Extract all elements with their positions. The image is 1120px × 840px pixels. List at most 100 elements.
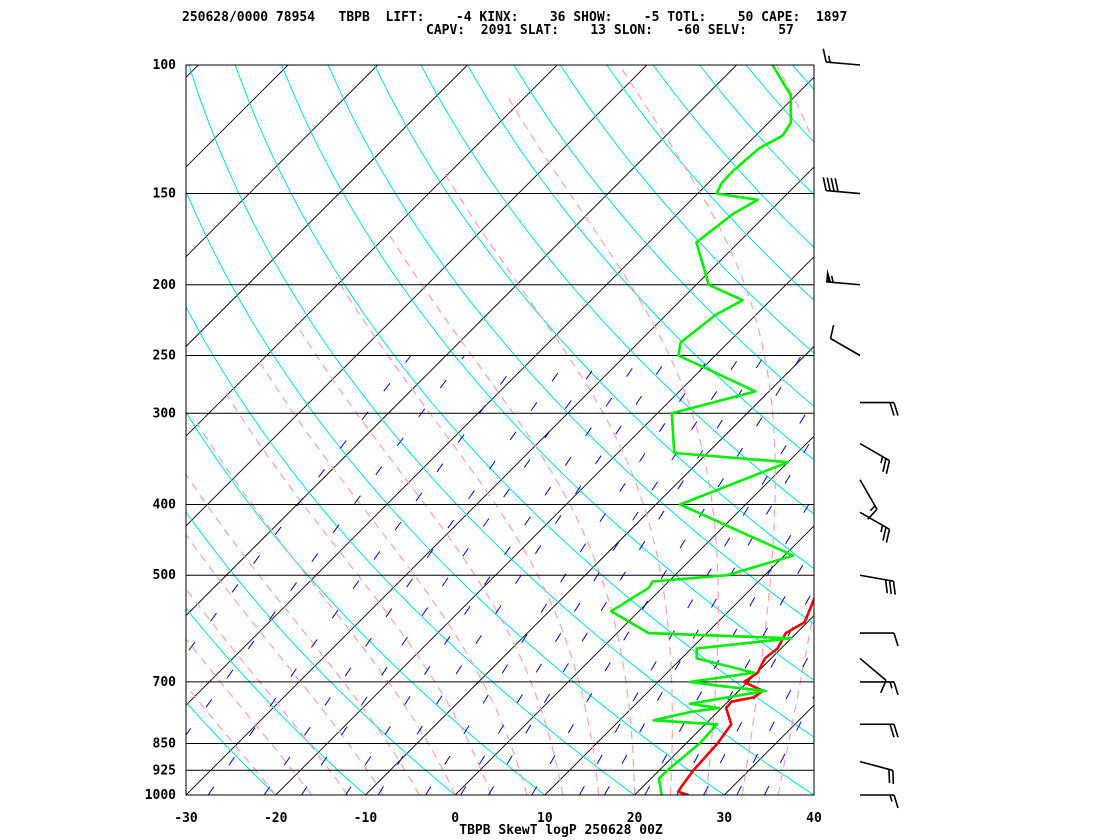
wind-barb-feather — [893, 724, 899, 738]
header-line-2: CAPV: 2091 SLAT: 13 SLON: -60 SELV: 57 — [426, 23, 794, 38]
dry-adiabat-line — [186, 305, 635, 795]
moist-adiabat-line — [186, 473, 420, 795]
isotherm-line — [186, 65, 737, 617]
pressure-tick-label: 400 — [153, 498, 177, 513]
temperature-tick-label: -20 — [264, 811, 288, 826]
wind-barb-staff — [830, 337, 861, 357]
temperature-tick-labels: -30 -20 -10 0 10 20 30 40 — [174, 811, 822, 826]
wind-barb-feather — [885, 529, 891, 543]
moist-adiabat-line — [443, 171, 673, 795]
dry-adiabat-line — [234, 65, 814, 738]
mixing-ratio-line — [425, 355, 711, 795]
sounding-profiles — [609, 65, 814, 795]
wind-barb-feather — [882, 458, 887, 472]
wind-barb-feather — [893, 794, 899, 809]
wind-barb-feather — [893, 681, 899, 696]
moist-adiabat-line — [224, 391, 492, 795]
wind-barbs — [822, 48, 899, 809]
wind-barb — [859, 574, 896, 595]
isotherm-line — [454, 435, 814, 795]
wind-barb-staff — [859, 574, 894, 582]
temperature-tick-label: 10 — [537, 811, 553, 826]
wind-barb-feather — [893, 632, 899, 647]
wind-barb — [859, 442, 891, 474]
wind-barb — [829, 325, 861, 357]
wind-barb-feather — [822, 48, 827, 63]
moist-adiabat-line — [186, 684, 277, 795]
dry-adiabat-line — [186, 190, 725, 795]
wind-barb-staff — [859, 442, 890, 462]
pressure-tick-label: 1000 — [145, 788, 176, 803]
dry-adiabat-line — [745, 65, 814, 143]
dry-adiabat-line — [186, 411, 546, 795]
wind-barb-half-feather — [827, 55, 831, 63]
temperature-tick-label: 30 — [716, 811, 732, 826]
pressure-tick-label: 200 — [153, 278, 177, 293]
pressure-tick-label: 100 — [153, 58, 177, 73]
moist-adiabat-line — [196, 423, 456, 795]
pressure-tick-label: 500 — [153, 568, 177, 583]
temperature-tick-label: 20 — [627, 811, 643, 826]
wind-barb-half-feather — [889, 681, 893, 689]
isotherm-line — [186, 65, 648, 527]
moist-adiabat-line — [387, 232, 636, 795]
isotherm-line — [0, 65, 109, 795]
dry-adiabat-line — [186, 607, 366, 795]
wind-barb — [859, 760, 895, 785]
mixing-ratio-line — [263, 355, 571, 795]
wind-barb-feather — [882, 527, 887, 541]
dry-adiabat-line — [420, 65, 814, 515]
temperature-tick-label: -30 — [174, 811, 198, 826]
moist-adiabat-line — [186, 533, 384, 795]
dry-adiabat-line — [606, 65, 814, 301]
header-line-1: 250628/0000 78954 TBPB LIFT: -4 KINX: 36… — [182, 10, 847, 25]
wind-barb — [860, 794, 899, 809]
pressure-tick-label: 925 — [153, 763, 176, 778]
dry-adiabat-line — [281, 65, 814, 681]
isotherm-line — [365, 345, 814, 795]
moist-adiabat-line — [506, 94, 719, 795]
plot-frame — [185, 64, 815, 796]
wind-barb — [822, 177, 861, 195]
isotherm-line — [544, 525, 814, 795]
wind-barb-staff — [826, 280, 861, 286]
moist-adiabat-line — [775, 65, 814, 795]
wind-barb-staff — [859, 657, 887, 681]
pressure-tick-label: 300 — [153, 406, 177, 421]
wind-barb-feather — [889, 402, 895, 416]
wind-barb-half-feather — [830, 275, 834, 283]
pressure-tick-label: 850 — [153, 736, 177, 751]
wind-barb-feather — [889, 724, 895, 738]
isotherm-line — [186, 166, 814, 795]
wind-barb-feather — [822, 177, 827, 191]
isotherm-line — [0, 65, 19, 795]
wind-barb-staff — [859, 479, 878, 510]
mixing-ratio-line — [578, 399, 814, 795]
dry-adiabat-line — [186, 511, 456, 795]
dry-adiabat-line — [932, 65, 1120, 795]
dry-adiabat-line — [513, 65, 814, 407]
dry-adiabat-line — [186, 701, 277, 795]
isotherm-line — [186, 65, 289, 168]
wind-barb — [860, 681, 899, 696]
pressure-tick-label: 250 — [153, 348, 177, 363]
wind-barb-staff — [859, 511, 890, 531]
isotherm-line — [813, 794, 814, 795]
temperature-tick-label: 40 — [806, 811, 822, 826]
moist-adiabat-line — [813, 792, 814, 795]
wind-barb — [860, 723, 899, 738]
isotherm-line — [186, 76, 814, 706]
wind-barb — [822, 48, 861, 66]
mixing-ratio-line — [531, 355, 802, 795]
wind-barb-half-feather — [880, 525, 884, 533]
wind-barb-feather — [829, 325, 835, 339]
profile-line — [609, 65, 795, 795]
wind-barb-half-feather — [869, 505, 876, 512]
pressure-tick-labels: 100 150 200 250 300 400 500 700 850 925 1000 — [145, 58, 176, 803]
dry-adiabat-line — [839, 65, 1120, 795]
temperature-tick-label: -10 — [354, 811, 378, 826]
wind-barb-half-feather — [880, 456, 884, 464]
mixing-ratio-line — [488, 355, 765, 795]
wind-barb-half-feather — [889, 794, 893, 802]
